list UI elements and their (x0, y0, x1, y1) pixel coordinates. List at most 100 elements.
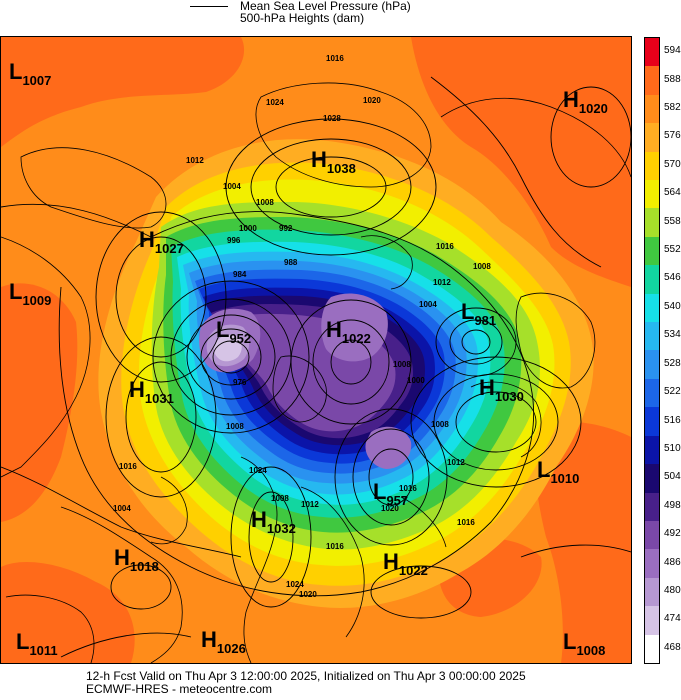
center-value: 1009 (22, 293, 51, 308)
high-pressure-center: H1026 (201, 627, 246, 656)
center-value: 1011 (29, 643, 57, 658)
colorbar-label: 480 (664, 584, 681, 596)
isobar-label: 1004 (113, 504, 131, 513)
center-letter: L (9, 279, 22, 304)
isobar-label: 1012 (447, 458, 465, 467)
center-letter: L (9, 59, 22, 84)
center-value: 1032 (267, 521, 296, 536)
colorbar-swatch (645, 265, 659, 294)
high-pressure-center: H1032 (251, 507, 296, 536)
legend-heights-label: 500-hPa Heights (dam) (240, 11, 365, 25)
high-pressure-center: H1018 (114, 545, 159, 574)
colorbar-label: 558 (664, 215, 681, 227)
isobar-label: 1008 (473, 262, 491, 271)
colorbar-swatch (645, 66, 659, 95)
center-letter: H (563, 87, 579, 112)
high-pressure-center: H1020 (563, 87, 608, 116)
colorbar-label: 576 (664, 130, 681, 142)
footer: 12-h Fcst Valid on Thu Apr 3 12:00:00 20… (86, 670, 526, 696)
model-source-text: ECMWF-HRES - meteocentre.com (86, 682, 273, 696)
colorbar-swatch (645, 520, 659, 550)
colorbar-swatch (645, 123, 659, 152)
colorbar-label: 564 (664, 187, 681, 199)
isobar-label: 1008 (393, 360, 411, 369)
isobar-label: 1008 (256, 198, 274, 207)
colorbar-swatch (645, 492, 659, 521)
map-legend: Mean Sea Level Pressure (hPa) 500-hPa He… (190, 0, 411, 24)
isobar-label: 1024 (249, 466, 267, 475)
isobar-label: 1000 (407, 376, 425, 385)
center-value: 1008 (576, 643, 605, 658)
colorbar-swatch (645, 577, 659, 607)
colorbar-label: 534 (664, 329, 681, 341)
colorbar-label: 474 (664, 613, 681, 625)
isobar-label: 976 (233, 378, 247, 387)
mslp-legend-line (190, 5, 228, 7)
center-letter: H (251, 507, 267, 532)
center-value: 1010 (550, 471, 579, 486)
center-value: 1038 (327, 161, 356, 176)
isobar-label: 1020 (381, 504, 399, 513)
colorbar-label: 492 (664, 528, 681, 540)
isobar-label: 1016 (457, 518, 475, 527)
center-letter: H (114, 545, 130, 570)
low-pressure-center: L1008 (563, 629, 605, 658)
center-value: 1022 (342, 331, 371, 346)
low-pressure-center: L957 (373, 479, 408, 508)
colorbar-swatch (645, 180, 659, 209)
colorbar-swatch (645, 38, 659, 67)
height-588-region (1, 562, 135, 663)
center-letter: L (563, 629, 576, 654)
colorbar-label: 582 (664, 102, 681, 114)
high-pressure-center: H1030 (479, 375, 524, 404)
colorbar-label: 522 (664, 386, 681, 398)
isobar-label: 1012 (433, 278, 451, 287)
center-letter: H (311, 147, 327, 172)
isobar-label: 1016 (326, 54, 344, 63)
isobar-label: 1008 (431, 420, 449, 429)
isobar-label: 1020 (363, 96, 381, 105)
center-letter: L (373, 479, 386, 504)
isobar-label: 996 (227, 236, 241, 245)
colorbar-label: 570 (664, 158, 681, 170)
colorbar-swatch (645, 236, 659, 266)
colorbar-swatch (645, 94, 659, 124)
isobar-label: 1024 (266, 98, 284, 107)
height-588-region (535, 421, 631, 663)
legend-mslp-label: Mean Sea Level Pressure (hPa) (240, 0, 411, 13)
colorbar-swatch (645, 322, 659, 351)
height-colorbar (644, 37, 660, 664)
colorbar-swatch (645, 606, 659, 635)
isobar-label: 1008 (271, 494, 289, 503)
isobar-label: 1004 (419, 300, 437, 309)
center-value: 1022 (399, 563, 428, 578)
center-value: 1026 (217, 641, 246, 656)
isobar-label: 1028 (323, 114, 341, 123)
colorbar-label: 546 (664, 272, 681, 284)
isobar-label: 1020 (299, 590, 317, 599)
isobar-label: 992 (279, 224, 293, 233)
low-pressure-center: L1007 (9, 59, 51, 88)
low-pressure-center: L1009 (9, 279, 51, 308)
colorbar-swatch (645, 634, 659, 663)
center-value: 1020 (579, 101, 608, 116)
height-588-region (411, 37, 631, 287)
high-pressure-center: H1031 (129, 377, 174, 406)
low-pressure-center: L1010 (537, 457, 579, 486)
center-letter: H (326, 317, 342, 342)
isobar-label: 1016 (326, 542, 344, 551)
colorbar-label: 528 (664, 357, 681, 369)
colorbar-label: 486 (664, 556, 681, 568)
colorbar-label: 516 (664, 414, 681, 426)
height-588-region (1, 283, 78, 522)
center-letter: L (461, 299, 474, 324)
colorbar-swatch (645, 407, 659, 436)
colorbar-label: 468 (664, 641, 681, 653)
colorbar-swatch (645, 208, 659, 237)
coastlines (1, 82, 631, 663)
colorbar-label: 498 (664, 499, 681, 511)
low-pressure-center: L981 (461, 299, 496, 328)
center-letter: H (479, 375, 495, 400)
